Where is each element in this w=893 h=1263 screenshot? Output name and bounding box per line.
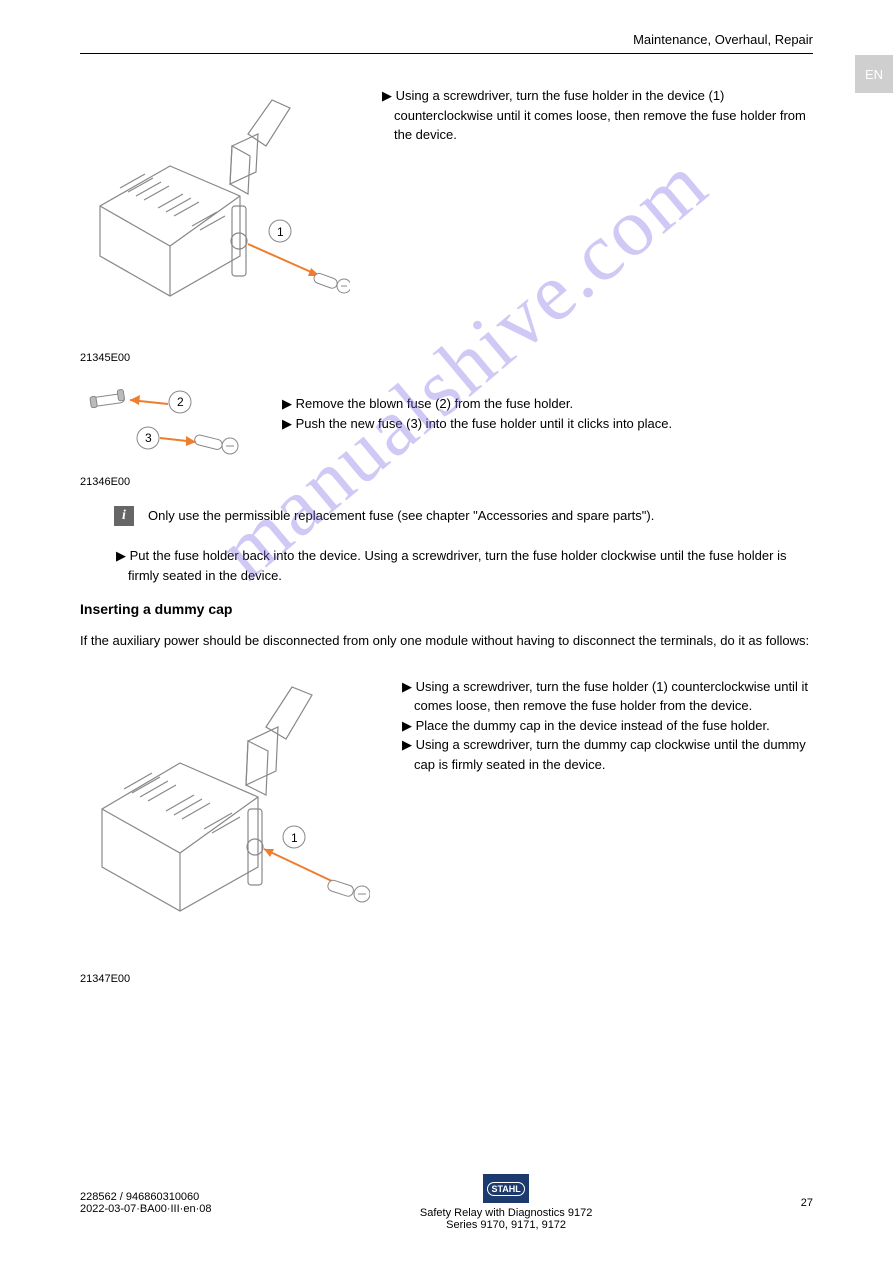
figure-3: 1 21347E00 — [80, 667, 370, 985]
figure-2-caption: 21346E00 — [80, 476, 250, 488]
step-2b-text: ▶ Push the new fuse (3) into the fuse ho… — [276, 414, 672, 434]
step-3a-text: ▶ Using a screwdriver, turn the fuse hol… — [396, 677, 813, 716]
figure-2: 2 3 21346E00 — [80, 384, 250, 488]
info-icon: i — [114, 506, 134, 526]
svg-text:1: 1 — [291, 831, 298, 845]
svg-text:2: 2 — [177, 395, 184, 409]
intro-dummy-cap: If the auxiliary power should be disconn… — [80, 631, 813, 651]
svg-text:3: 3 — [145, 431, 152, 445]
step-2a-text: ▶ Remove the blown fuse (2) from the fus… — [276, 394, 672, 414]
figure-1: 1 21345E00 — [80, 76, 350, 364]
info-note: Only use the permissible replacement fus… — [148, 506, 654, 526]
section-header: Maintenance, Overhaul, Repair — [633, 32, 813, 47]
stahl-logo: STAHL — [483, 1174, 529, 1203]
svg-text:1: 1 — [277, 225, 284, 239]
step-1-text: ▶ Using a screwdriver, turn the fuse hol… — [376, 86, 813, 145]
para-reinsert: ▶ Put the fuse holder back into the devi… — [80, 546, 813, 585]
footer-left: 228562 / 946860310060 2022-03-07·BA00·II… — [80, 1191, 211, 1215]
figure-3-caption: 21347E00 — [80, 973, 370, 985]
footer-right: 27 — [801, 1197, 813, 1209]
footer-center: STAHL Safety Relay with Diagnostics 9172… — [420, 1174, 592, 1231]
step-3c-text: ▶ Using a screwdriver, turn the dummy ca… — [396, 735, 813, 774]
language-indicator: EN — [855, 55, 893, 93]
figure-1-caption: 21345E00 — [80, 352, 350, 364]
heading-dummy-cap: Inserting a dummy cap — [80, 601, 813, 617]
step-3b-text: ▶ Place the dummy cap in the device inst… — [396, 716, 813, 736]
